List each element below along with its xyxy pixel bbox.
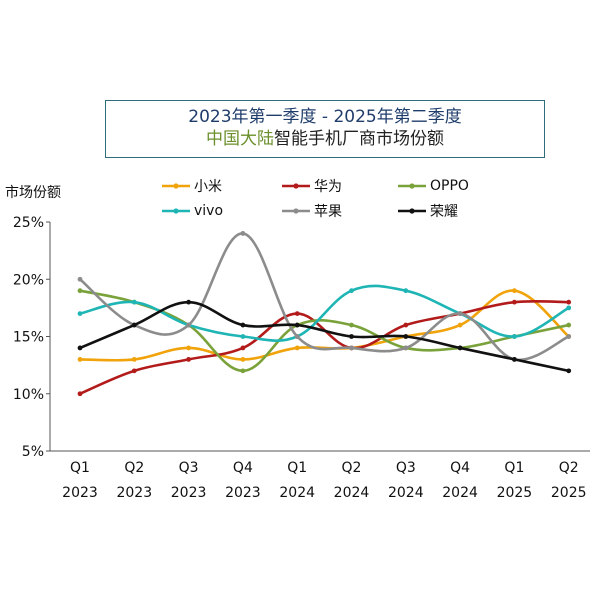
series-line-6 <box>79 300 569 373</box>
data-point-series-4 <box>240 334 246 339</box>
x-tick-label-quarter: Q3 <box>396 460 416 476</box>
x-tick-label-year: 2024 <box>334 485 370 501</box>
data-point-series-6 <box>186 299 192 305</box>
data-point-series-2 <box>512 299 517 305</box>
legend-label: 华为 <box>314 179 342 195</box>
x-tick-label-quarter: Q2 <box>124 460 144 476</box>
x-tick-label-quarter: Q3 <box>179 460 199 476</box>
data-point-series-5 <box>294 334 300 339</box>
chart-title-box: 2023年第一季度 - 2025年第二季度 中国大陆智能手机厂商市场份额 <box>105 100 545 158</box>
data-point-series-1 <box>131 357 137 362</box>
x-tick-label-quarter: Q2 <box>559 460 579 476</box>
data-point-series-4 <box>512 334 517 339</box>
series-line-4 <box>79 284 570 342</box>
data-point-series-6 <box>77 345 83 351</box>
data-point-series-6 <box>240 322 246 328</box>
legend-label: vivo <box>194 203 224 219</box>
data-point-series-4 <box>403 288 409 294</box>
data-point-series-5 <box>240 231 246 236</box>
x-tick-label-year: 2023 <box>171 485 207 501</box>
legend-swatch <box>398 183 426 189</box>
data-point-series-3 <box>77 288 83 294</box>
legend-label: 荣耀 <box>430 204 458 220</box>
data-point-series-5 <box>566 334 572 339</box>
legend-item: 华为 <box>282 177 342 195</box>
x-tick-label-year: 2023 <box>62 485 98 501</box>
data-point-series-3 <box>349 322 354 328</box>
x-tick-label-year: 2024 <box>442 485 478 501</box>
x-tick-label-quarter: Q4 <box>450 460 470 476</box>
y-tick-label: 25% <box>13 215 44 231</box>
legend-swatch <box>282 183 310 189</box>
data-point-series-4 <box>77 311 83 316</box>
data-point-series-5 <box>457 311 463 316</box>
legend-swatch <box>398 208 426 214</box>
x-tick-label-year: 2024 <box>279 485 315 501</box>
x-tick-label-year: 2023 <box>116 485 152 501</box>
x-tick-label-quarter: Q1 <box>287 460 307 476</box>
data-point-series-2 <box>566 299 572 305</box>
legend-swatch <box>162 183 190 189</box>
legend-item: 小米 <box>162 177 222 195</box>
data-point-series-2 <box>77 391 83 397</box>
data-point-series-5 <box>349 345 354 351</box>
x-tick-label-quarter: Q1 <box>504 460 524 476</box>
data-point-series-3 <box>240 368 246 374</box>
legend-swatch <box>162 208 190 214</box>
data-point-series-1 <box>294 345 300 351</box>
data-point-series-4 <box>131 299 137 305</box>
y-axis-label: 市场份额 <box>5 185 61 201</box>
data-point-series-5 <box>403 345 409 351</box>
data-point-series-4 <box>566 305 572 311</box>
data-point-series-5 <box>186 322 192 328</box>
data-point-series-6 <box>457 345 463 351</box>
data-point-series-6 <box>131 322 137 328</box>
y-tick-label: 15% <box>13 330 44 346</box>
data-point-series-6 <box>403 334 409 339</box>
x-tick-label-quarter: Q4 <box>233 460 253 476</box>
x-tick-label-quarter: Q2 <box>342 460 362 476</box>
data-point-series-6 <box>512 357 517 362</box>
data-point-series-2 <box>131 368 137 374</box>
chart-title: 2023年第一季度 - 2025年第二季度 <box>188 107 462 127</box>
x-tick-label-year: 2025 <box>551 485 587 501</box>
x-tick-label-year: 2023 <box>225 485 261 501</box>
y-tick-label: 20% <box>13 272 44 288</box>
data-point-series-6 <box>566 368 572 374</box>
data-point-series-3 <box>566 322 572 328</box>
data-point-series-1 <box>186 345 192 351</box>
legend-item: OPPO <box>398 177 469 195</box>
legend-label: OPPO <box>430 178 469 194</box>
legend-item: 苹果 <box>282 202 342 220</box>
data-point-series-2 <box>240 345 246 351</box>
x-tick-label-year: 2025 <box>497 485 533 501</box>
legend-label: 小米 <box>194 179 222 195</box>
data-point-series-1 <box>512 288 517 294</box>
data-point-series-1 <box>77 357 83 362</box>
y-tick-label: 10% <box>13 387 44 403</box>
data-point-series-1 <box>457 322 463 328</box>
y-tick-label: 5% <box>22 444 44 460</box>
x-tick-label-quarter: Q1 <box>70 460 90 476</box>
data-point-series-6 <box>294 322 300 328</box>
data-point-series-5 <box>77 276 83 282</box>
data-point-series-2 <box>186 357 192 362</box>
data-point-series-1 <box>240 357 246 362</box>
data-point-series-4 <box>349 288 354 294</box>
series-line-5 <box>79 232 570 362</box>
legend-item: vivo <box>162 202 223 220</box>
legend-swatch <box>282 208 310 214</box>
data-point-series-6 <box>349 334 354 339</box>
chart-subtitle: 中国大陆智能手机厂商市场份额 <box>106 128 544 150</box>
data-point-series-2 <box>294 311 300 316</box>
chart-subtitle-highlight: 中国大陆 <box>206 129 274 149</box>
chart-subtitle-rest: 智能手机厂商市场份额 <box>274 129 444 149</box>
legend-label: 苹果 <box>314 204 342 220</box>
data-point-series-2 <box>403 322 409 328</box>
legend-item: 荣耀 <box>398 202 458 220</box>
x-tick-label-year: 2024 <box>388 485 424 501</box>
